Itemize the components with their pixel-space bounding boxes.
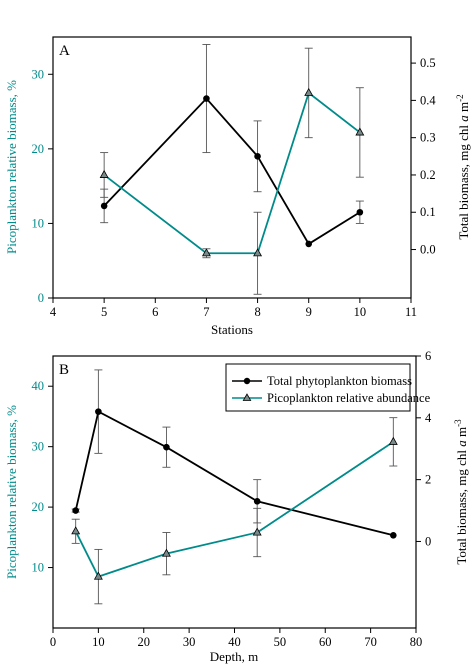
panel-a-x-tick-label: 11 [405, 305, 417, 319]
legend-marker-circle [243, 377, 251, 385]
panel-a-right-title-part: Total biomass, mg chl [456, 122, 471, 240]
panel-a-black-point [100, 202, 108, 210]
panel-a-y-axis-title-right: Total biomass, mg chl a m-2 [455, 94, 471, 239]
panel-b-teal-point [71, 526, 81, 535]
panel-a-teal-series-line [103, 91, 361, 255]
panel-a-left-tick-label: 10 [32, 216, 45, 230]
panel-b-black-point [95, 408, 102, 415]
panel-a-right-tick-label: 0.3 [420, 131, 436, 145]
panel-b-x-tick-label: 0 [50, 635, 56, 649]
panel-a-right-tick-label: 0.1 [420, 205, 436, 219]
panel-b-x-tick-label: 70 [364, 635, 377, 649]
panel-a-x-tick-label: 8 [254, 305, 260, 319]
panel-b-left-tick-label: 40 [32, 379, 45, 393]
panel-b-black-point [163, 443, 170, 451]
panel-a-right-tick-label: 0.2 [420, 168, 436, 182]
panel-a-right-tick-label: 0.0 [420, 243, 436, 257]
panel-a-right-tick-label: 0.5 [420, 56, 436, 70]
panel-b-x-tick-label: 20 [138, 635, 151, 649]
panel-a-teal-point [355, 127, 365, 136]
panel-a-right-title-italic: a [456, 115, 471, 122]
panel-b-black-point [390, 531, 397, 539]
panel-a-y-axis-title-left: Picoplankton relative biomass, % [4, 80, 19, 254]
panel-a-black-series-line [103, 97, 361, 246]
panel-a-x-tick-label: 5 [101, 305, 107, 319]
panel-b-right-tick-label: 6 [425, 349, 431, 363]
panel-b-right-title-unit: m [454, 427, 469, 440]
panel-a-x-tick-label: 9 [306, 305, 312, 319]
panel-b-x-tick-label: 80 [410, 635, 423, 649]
legend-entry-picoplankton: Picoplankton relative abundance [267, 391, 431, 405]
panel-a-right-tick-label: 0.4 [420, 93, 436, 107]
panel-b-teal-point [93, 571, 103, 580]
panel-b-label: B [59, 362, 69, 378]
panel-b-black-point [72, 507, 79, 514]
panel-b-x-tick-label: 10 [92, 635, 105, 649]
panel-b-right-title-exp: -3 [453, 419, 463, 427]
panel-b-left-tick-label: 10 [32, 561, 45, 575]
panel-a-black-point [305, 240, 313, 248]
panel-a-right-title-exp: -2 [455, 94, 465, 102]
panel-a-left-tick-label: 0 [38, 291, 44, 305]
panel-b-x-axis-title: Depth, m [210, 649, 258, 664]
panel-b-right-title-part: Total biomass, mg chl [454, 447, 469, 565]
panel-b-right-title-italic: a [454, 440, 469, 447]
panel-a-x-tick-label: 6 [152, 305, 158, 319]
panel-a-teal-point [253, 248, 263, 257]
legend-box [225, 363, 411, 412]
panel-a-label: A [59, 43, 70, 59]
panel-b-x-tick-label: 50 [274, 635, 287, 649]
panel-a-black-point [356, 208, 364, 216]
panel-b-right-tick-label: 2 [425, 473, 431, 487]
panel-a-teal-point [201, 248, 211, 257]
panel-a-teal-point [304, 87, 314, 96]
panel-b-right-tick-label: 4 [425, 411, 432, 425]
panel-a-frame [52, 36, 412, 299]
legend-marker-triangle [242, 393, 252, 401]
panel-b-teal-point [252, 527, 262, 536]
panel-a-left-tick-label: 20 [32, 142, 45, 156]
panel-b-x-tick-label: 60 [319, 635, 332, 649]
panel-a-chart: A Stations Picoplankton relative biomass… [4, 36, 471, 337]
panel-a-black-point [203, 95, 210, 102]
legend-entry-total-phytoplankton: Total phytoplankton biomass [267, 374, 412, 388]
panel-b-y-axis-title-right: Total biomass, mg chl a m-3 [453, 419, 469, 565]
panel-b-legend: Total phytoplankton biomass Picoplankton… [225, 363, 431, 412]
panel-b-teal-point [161, 548, 171, 557]
panel-b-black-point [253, 497, 261, 505]
panel-b-left-tick-label: 20 [32, 500, 45, 514]
panel-a-x-tick-label: 4 [50, 305, 57, 319]
panel-b-teal-series-line [74, 441, 394, 578]
panel-b-left-tick-label: 30 [32, 440, 45, 454]
panel-a-right-title-unit: m [456, 102, 471, 115]
panel-a-x-axis-title: Stations [211, 322, 253, 337]
panel-a-left-tick-label: 30 [32, 67, 45, 81]
panel-b-x-tick-label: 30 [183, 635, 196, 649]
panel-b-teal-point [388, 436, 398, 445]
panel-b-x-tick-label: 40 [228, 635, 241, 649]
panel-b-chart: B Depth, m Picoplankton relative biomass… [4, 349, 469, 664]
panel-a-x-tick-label: 10 [354, 305, 367, 319]
panel-a-x-tick-label: 7 [203, 305, 209, 319]
panel-b-y-axis-title-left: Picoplankton relative biomass, % [4, 405, 19, 579]
panel-a-teal-point [99, 169, 109, 178]
panel-b-right-tick-label: 0 [425, 534, 431, 548]
panel-a-black-point [254, 153, 261, 160]
